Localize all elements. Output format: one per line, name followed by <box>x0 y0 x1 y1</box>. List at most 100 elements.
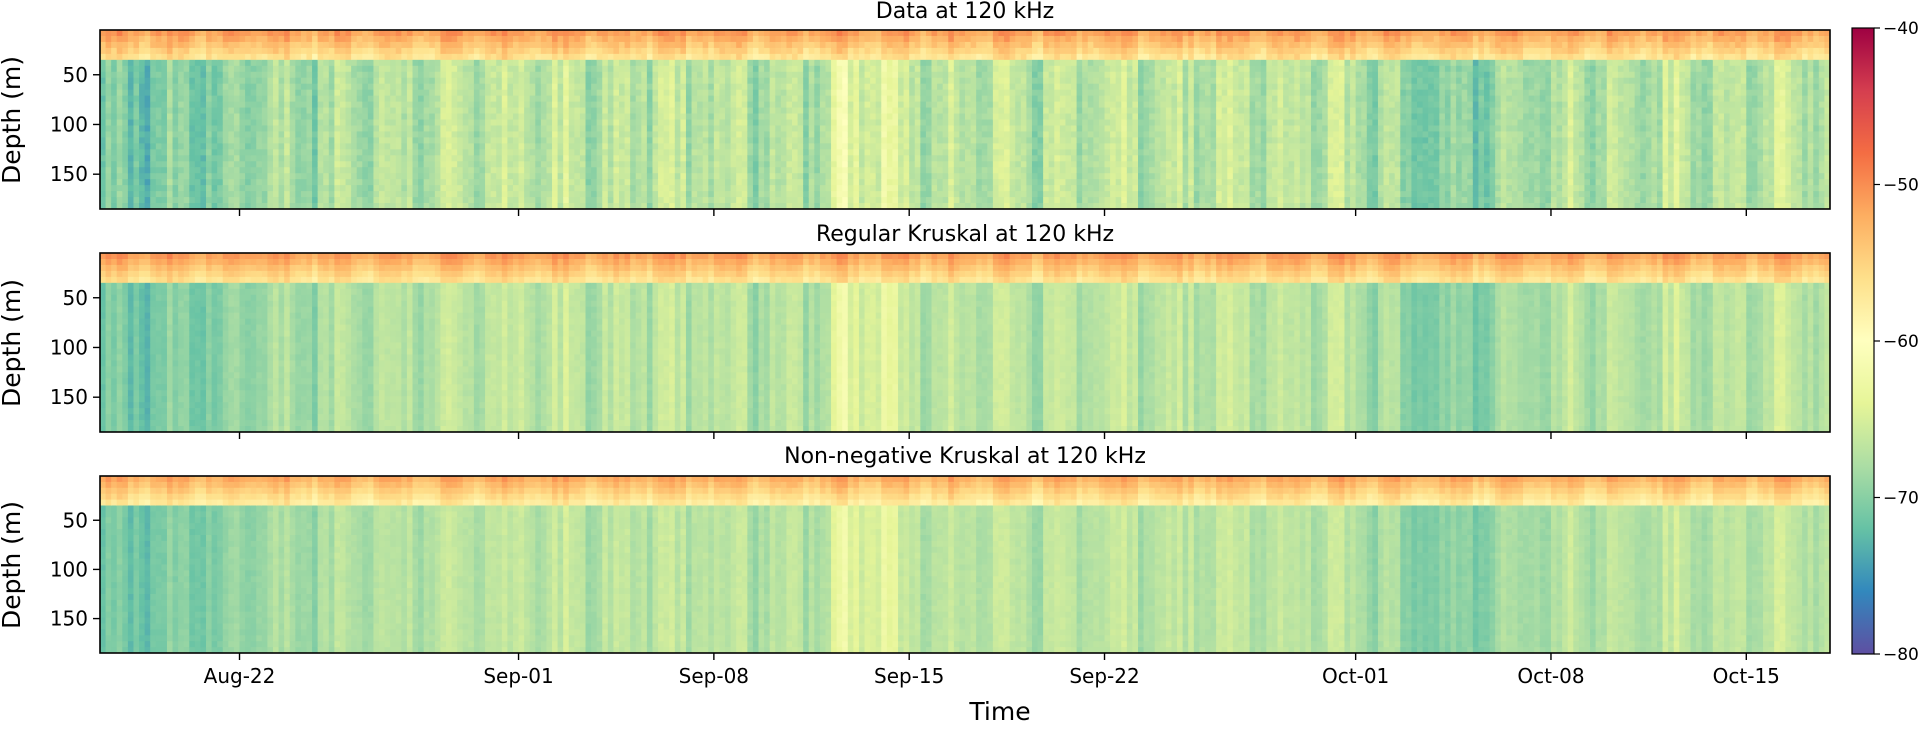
heatmap-cell <box>222 89 229 97</box>
heatmap-cell <box>970 143 977 150</box>
heatmap-cell <box>970 89 977 97</box>
heatmap-cell <box>300 125 308 133</box>
heatmap-cell <box>183 119 190 127</box>
heatmap-cell <box>546 137 553 144</box>
heatmap-cell <box>713 173 721 180</box>
heatmap-cell <box>468 155 475 162</box>
heatmap-cell <box>981 35 988 43</box>
heatmap-cell <box>607 197 615 204</box>
heatmap-cell <box>965 131 972 138</box>
heatmap-cell <box>1004 107 1011 115</box>
heatmap-cell <box>284 41 291 49</box>
heatmap-cell <box>925 41 933 49</box>
heatmap-cell <box>914 191 921 198</box>
heatmap-cell <box>200 113 207 121</box>
heatmap-cell <box>892 113 899 121</box>
heatmap-cell <box>351 35 358 43</box>
heatmap-cell <box>931 77 938 85</box>
heatmap-cell <box>155 191 162 198</box>
heatmap-cell <box>462 47 469 55</box>
heatmap-cell <box>451 191 458 198</box>
heatmap-cell <box>858 101 866 109</box>
heatmap-cell <box>446 65 453 73</box>
heatmap-cell <box>903 41 910 49</box>
heatmap-cell <box>529 107 536 115</box>
heatmap-cell <box>552 59 559 67</box>
heatmap-cell <box>579 137 587 144</box>
heatmap-cell <box>317 113 324 121</box>
heatmap-cell <box>194 185 202 192</box>
heatmap-cell <box>250 197 257 204</box>
heatmap-cell <box>127 197 135 204</box>
heatmap-cell <box>803 191 810 198</box>
heatmap-cell <box>379 161 386 168</box>
heatmap-cell <box>429 53 436 61</box>
heatmap-cell <box>194 197 202 204</box>
heatmap-cell <box>245 191 252 198</box>
heatmap-cell <box>334 155 341 162</box>
heatmap-cell <box>702 95 709 103</box>
heatmap-cell <box>691 65 698 73</box>
heatmap-cell <box>674 185 681 192</box>
heatmap-cell <box>507 89 514 97</box>
heatmap-cell <box>909 35 916 43</box>
heatmap-cell <box>133 155 140 162</box>
heatmap-cell <box>278 137 285 144</box>
heatmap-cell <box>920 107 927 115</box>
heatmap-cell <box>992 125 1000 133</box>
heatmap-cell <box>942 149 949 156</box>
heatmap-cell <box>289 71 296 79</box>
heatmap-cell <box>697 119 704 127</box>
heatmap-cell <box>211 137 218 144</box>
heatmap-cell <box>462 167 469 174</box>
heatmap-cell <box>987 143 994 150</box>
heatmap-cell <box>1004 41 1011 49</box>
heatmap-cell <box>540 41 548 49</box>
heatmap-cell <box>217 107 224 115</box>
heatmap-cell <box>752 41 760 49</box>
heatmap-cell <box>691 149 698 156</box>
heatmap-cell <box>691 59 698 67</box>
heatmap-cell <box>747 83 754 91</box>
heatmap-cell <box>981 41 988 49</box>
heatmap-cell <box>189 59 196 67</box>
heatmap-cell <box>574 113 581 121</box>
heatmap-cell <box>875 59 882 67</box>
heatmap-cell <box>652 107 659 115</box>
heatmap-cell <box>194 65 202 73</box>
heatmap-cell <box>512 89 520 97</box>
heatmap-cell <box>178 167 185 174</box>
heatmap-cell <box>418 30 425 37</box>
heatmap-cell <box>568 95 575 103</box>
heatmap-cell <box>211 131 218 138</box>
heatmap-cell <box>155 113 162 121</box>
heatmap-cell <box>948 155 955 162</box>
heatmap-cell <box>501 59 508 67</box>
heatmap-cell <box>607 155 615 162</box>
heatmap-cell <box>423 167 430 174</box>
heatmap-cell <box>730 89 737 97</box>
heatmap-cell <box>524 30 531 37</box>
heatmap-cell <box>222 185 229 192</box>
heatmap-cell <box>948 107 955 115</box>
heatmap-cell <box>1004 71 1011 79</box>
heatmap-cell <box>300 59 308 67</box>
heatmap-cell <box>161 125 168 133</box>
heatmap-cell <box>501 167 508 174</box>
heatmap-cell <box>111 113 118 121</box>
heatmap-cell <box>295 197 302 204</box>
heatmap-cell <box>775 65 782 73</box>
heatmap-cell <box>685 113 693 121</box>
heatmap-cell <box>797 185 804 192</box>
heatmap-cell <box>217 197 224 204</box>
heatmap-cell <box>217 191 224 198</box>
heatmap-cell <box>429 125 436 133</box>
heatmap-cell <box>591 131 598 138</box>
heatmap-cell <box>624 161 631 168</box>
heatmap-cell <box>217 53 224 61</box>
heatmap-cell <box>451 173 458 180</box>
heatmap-cell <box>619 155 626 162</box>
heatmap-cell <box>987 41 994 49</box>
heatmap-cell <box>730 167 737 174</box>
heatmap-cell <box>1015 167 1022 174</box>
